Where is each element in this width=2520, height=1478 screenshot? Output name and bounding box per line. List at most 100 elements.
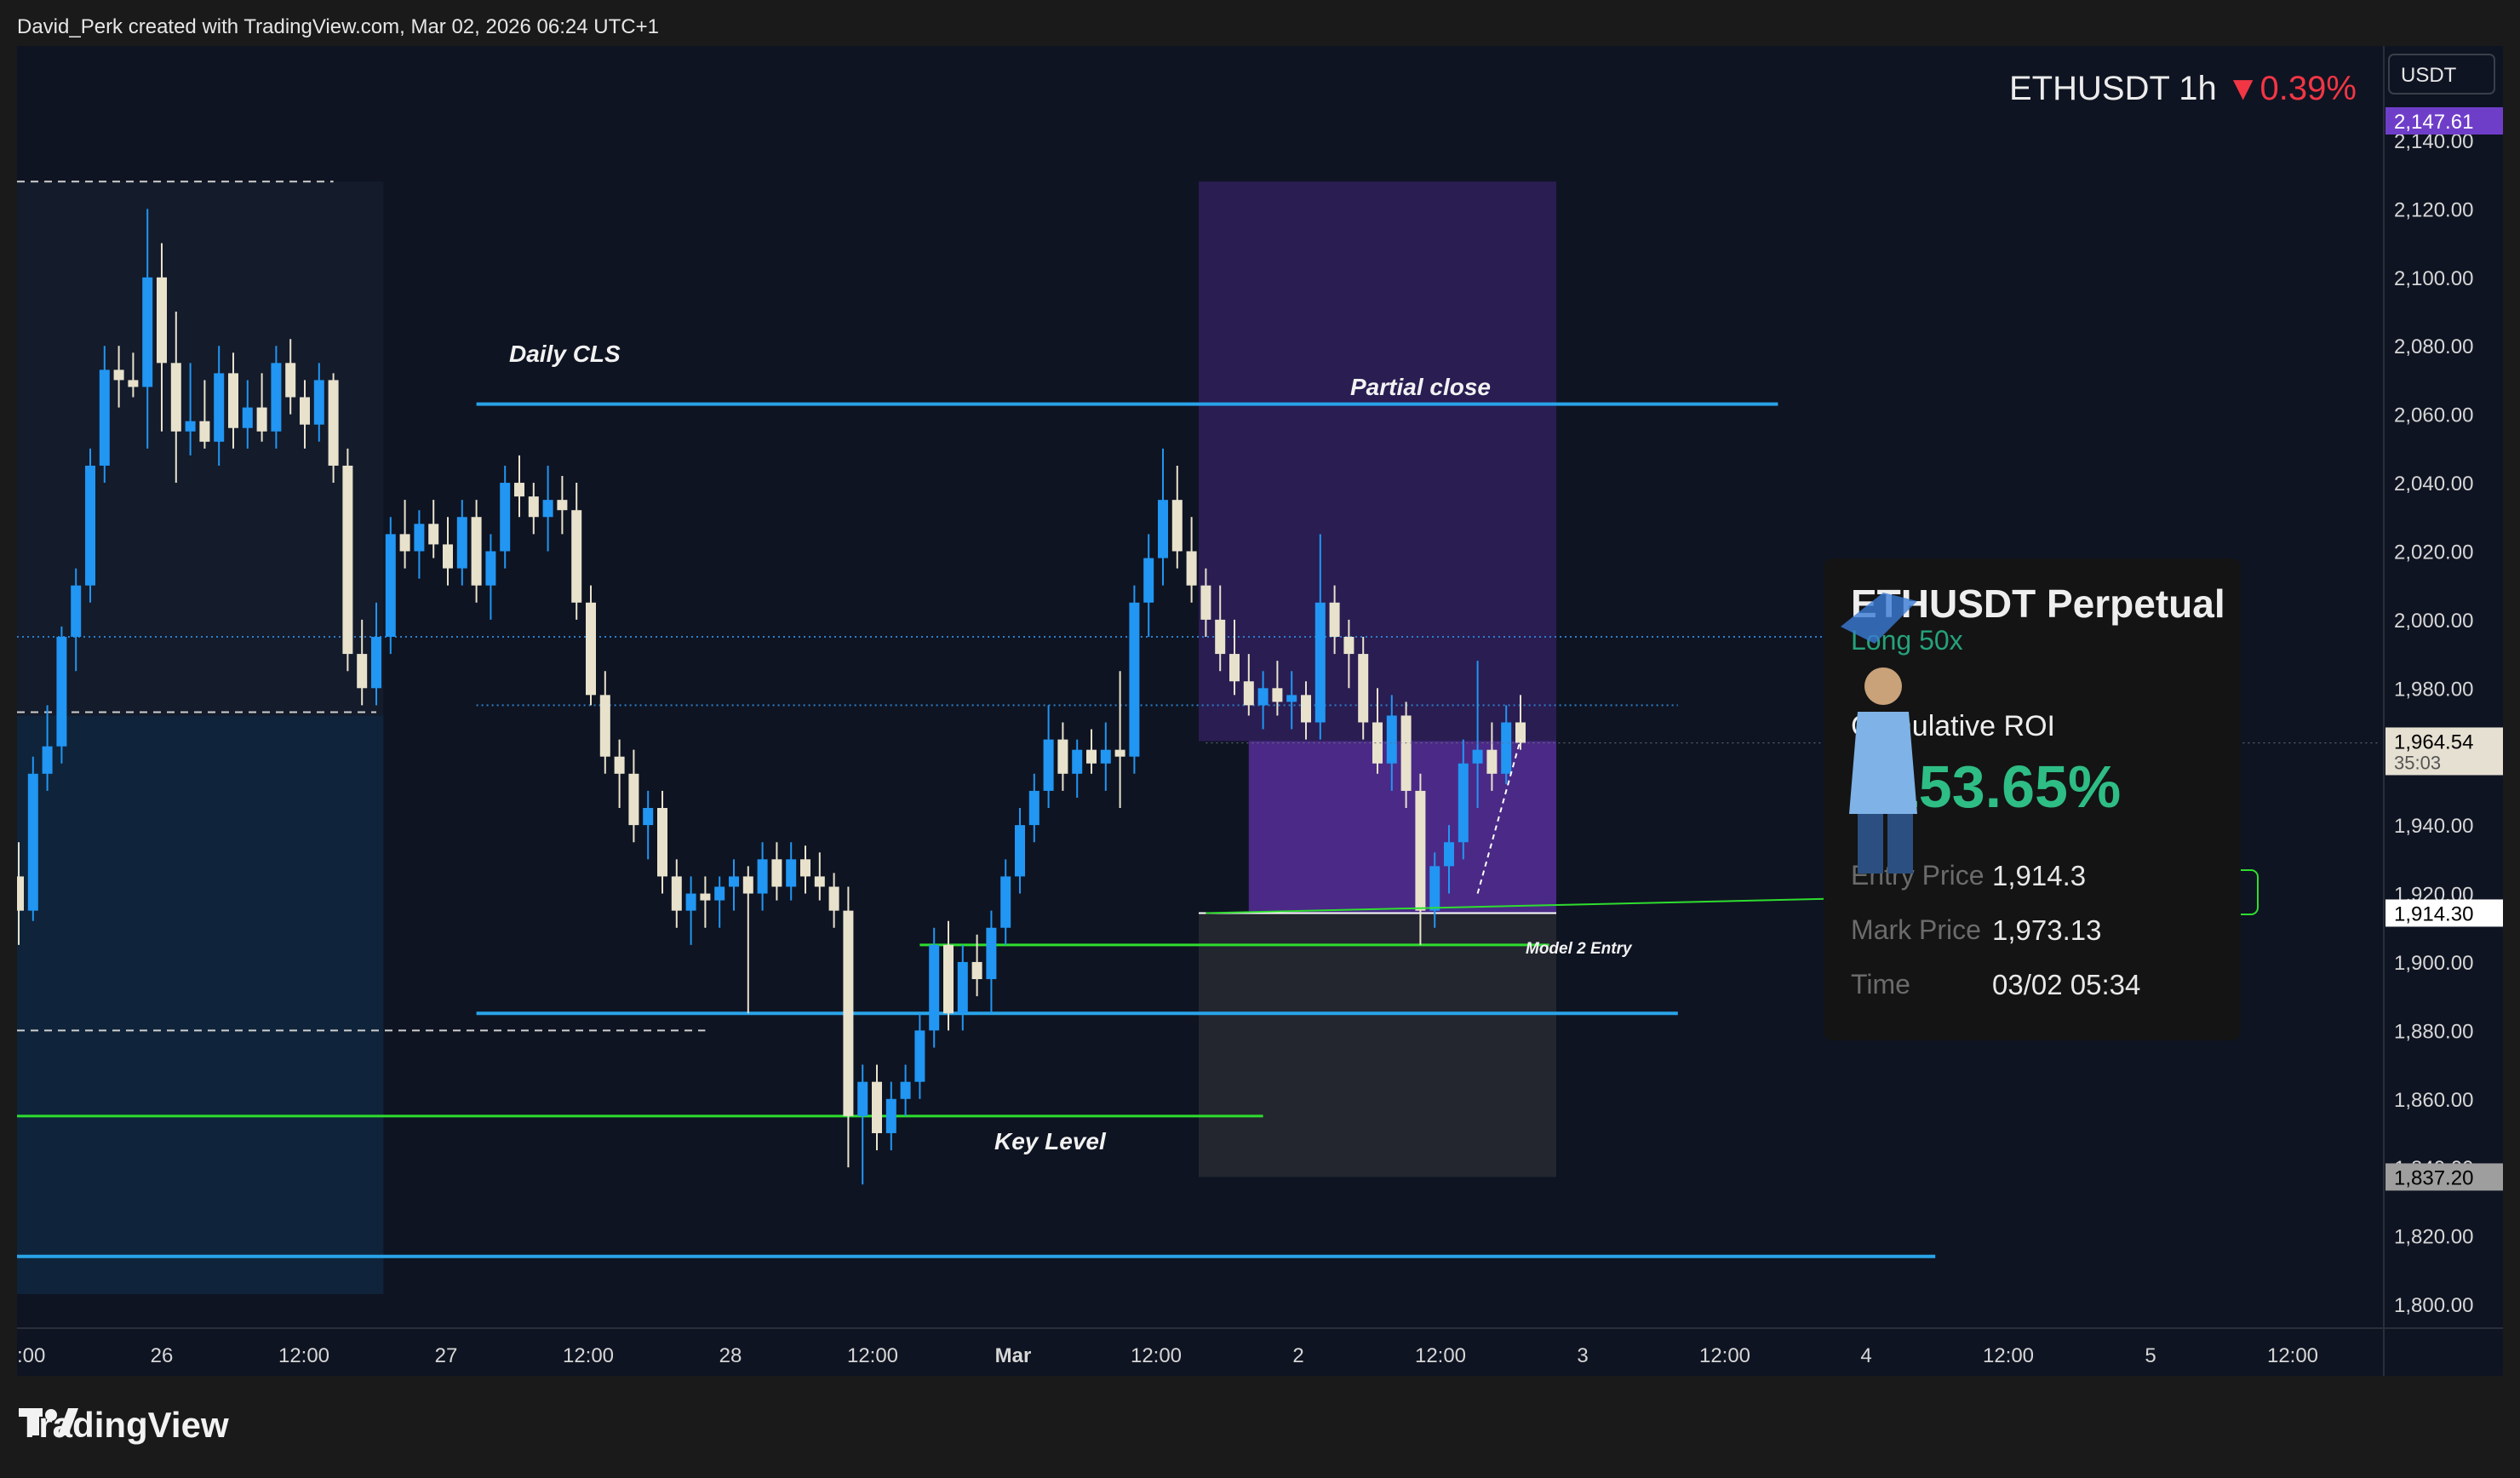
- price-label: 1,964.54: [2394, 730, 2473, 753]
- candle-body: [285, 363, 296, 398]
- candle-body: [1100, 749, 1111, 764]
- candle-body: [1286, 695, 1297, 702]
- price-change: 0.39%: [2259, 70, 2357, 107]
- tradingview-logo[interactable]: TradingView: [19, 1405, 229, 1446]
- candle-body: [1343, 636, 1354, 655]
- candle-body: [929, 944, 940, 1031]
- y-tick-label: 1,820.00: [2394, 1226, 2473, 1249]
- price-label: 2,147.61: [2394, 111, 2473, 134]
- candle-body: [1114, 749, 1125, 757]
- candle-body: [371, 636, 381, 689]
- candle-body: [843, 910, 854, 1116]
- x-tick-label: 12:00: [1415, 1344, 1466, 1367]
- candle-body: [514, 483, 524, 497]
- candle-body: [757, 859, 768, 894]
- symbol-header[interactable]: ETHUSDT 1h ▼0.39%: [2009, 70, 2357, 108]
- stop-loss-zone: [1199, 913, 1556, 1177]
- y-tick-label: 1,800.00: [2394, 1294, 2473, 1317]
- key-level-label: Key Level: [994, 1128, 1107, 1154]
- candle-body: [671, 876, 682, 911]
- candle-body: [443, 544, 453, 569]
- candle-body: [586, 602, 596, 696]
- candle-body: [700, 893, 711, 901]
- candle-body: [185, 421, 196, 432]
- candle-body: [300, 397, 310, 425]
- candle-body: [1200, 585, 1211, 620]
- dark-range-zone-lower: [17, 715, 384, 1294]
- candle-body: [1000, 876, 1011, 928]
- candle-body: [1028, 790, 1040, 826]
- candle-body: [242, 407, 253, 428]
- candle-body: [271, 363, 282, 432]
- candle-body: [986, 927, 997, 980]
- price-label-box: [2385, 899, 2503, 927]
- candle-body: [1515, 722, 1526, 743]
- currency-label: USDT: [2401, 64, 2457, 87]
- currency-button: [2388, 54, 2495, 95]
- x-tick-label: 12:00: [2267, 1344, 2318, 1367]
- candle-body: [614, 756, 625, 774]
- x-tick-label: Mar: [995, 1344, 1032, 1367]
- candle-body: [1429, 866, 1440, 911]
- candle-body: [228, 373, 238, 428]
- candle-body: [1372, 722, 1383, 764]
- candle-body: [1143, 558, 1154, 603]
- candle-body: [900, 1081, 911, 1099]
- player-figure-icon: [1841, 593, 1917, 874]
- candle-body: [170, 363, 181, 432]
- candle-body: [1015, 825, 1025, 877]
- candle-body: [1043, 739, 1054, 791]
- candle-body: [99, 370, 110, 466]
- candle-body: [1057, 739, 1068, 774]
- x-tick-label: 5: [2145, 1344, 2156, 1367]
- candle-body: [214, 373, 225, 442]
- candle-body: [1086, 749, 1097, 764]
- plot-area: Daily CLS Partial close Model 2 Entry Key L…: [17, 180, 2380, 1294]
- y-tick-label: 2,100.00: [2394, 267, 2473, 290]
- position-card: ETHUSDT Perpetual Long 50x Cumulative RO…: [1824, 559, 2241, 1040]
- candle-body: [428, 524, 439, 545]
- candle-body: [943, 944, 954, 1014]
- candle-body: [1186, 551, 1197, 586]
- candle-body: [786, 859, 797, 887]
- candle-body: [800, 859, 810, 877]
- change-arrow-icon: ▼: [2225, 70, 2260, 107]
- price-label: 1,837.20: [2394, 1166, 2473, 1189]
- x-tick-label: 27: [435, 1344, 458, 1367]
- candle-body: [1257, 688, 1269, 706]
- symbol-interval: ETHUSDT 1h: [2009, 70, 2217, 107]
- x-tick-label: 12:00: [1131, 1344, 1182, 1367]
- y-tick-label: 2,060.00: [2394, 404, 2473, 427]
- candle-body: [1415, 790, 1426, 911]
- candle-body: [157, 277, 167, 364]
- dark-range-zone: [17, 181, 384, 716]
- candle-body: [1400, 715, 1412, 791]
- candle-body: [56, 636, 67, 747]
- y-tick-label: 1,880.00: [2394, 1020, 2473, 1043]
- candle-body: [528, 496, 539, 518]
- candle-body: [771, 859, 782, 887]
- chart-attribution: David_Perk created with TradingView.com,…: [17, 15, 659, 38]
- time-label: Time: [1851, 969, 1910, 1000]
- candle-body: [142, 277, 153, 387]
- candle-body: [1358, 654, 1369, 723]
- candle-body: [657, 808, 667, 877]
- x-tick-label: 2: [1292, 1344, 1303, 1367]
- candle-body: [599, 695, 610, 757]
- mark-price-label: Mark Price: [1851, 914, 1981, 945]
- price-label-box: [2385, 107, 2503, 135]
- candle-body: [1272, 688, 1283, 702]
- candle-body: [1458, 763, 1469, 843]
- candle-body: [914, 1030, 925, 1082]
- model2-entry-label: Model 2 Entry: [1526, 940, 1633, 958]
- x-tick-label: 12:00: [278, 1344, 329, 1367]
- candle-body: [1472, 749, 1483, 764]
- candle-body: [1171, 500, 1183, 552]
- x-tick-label: 3: [1577, 1344, 1588, 1367]
- candle-body: [1072, 749, 1083, 774]
- candle-body: [113, 370, 124, 381]
- candle-body: [1314, 602, 1326, 723]
- price-label-box: [2385, 727, 2503, 776]
- partial-close-zone: [1199, 181, 1556, 742]
